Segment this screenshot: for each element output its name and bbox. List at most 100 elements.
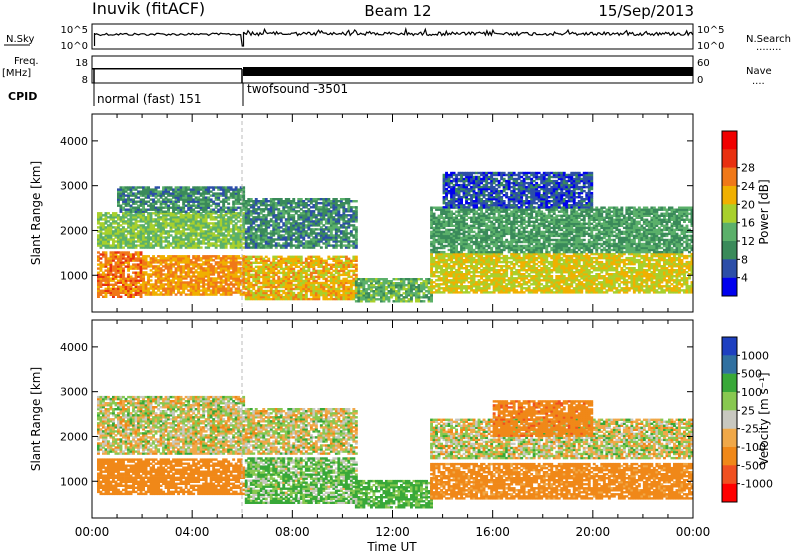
- heatmap-cell: [169, 265, 173, 268]
- heatmap-cell: [452, 289, 456, 292]
- heatmap-cell: [114, 232, 118, 235]
- heatmap-cell: [562, 287, 566, 290]
- heatmap-cell: [487, 269, 491, 272]
- heatmap-cell: [592, 256, 596, 260]
- heatmap-cell: [287, 277, 291, 281]
- heatmap-cell: [339, 265, 343, 268]
- heatmap-cell: [229, 259, 233, 262]
- heatmap-cell: [162, 269, 165, 272]
- heatmap-cell: [97, 263, 100, 266]
- heatmap-cell: [480, 281, 483, 284]
- heatmap-cell: [144, 202, 148, 205]
- heatmap-cell: [147, 240, 150, 243]
- heatmap-cell: [152, 230, 155, 233]
- heatmap-cell: [460, 275, 463, 278]
- heatmap-cell: [357, 288, 361, 291]
- heatmap-cell: [372, 286, 376, 289]
- heatmap-cell: [505, 267, 509, 270]
- heatmap-cell: [264, 261, 268, 264]
- heatmap-cell: [637, 262, 641, 266]
- heatmap-cell: [650, 281, 654, 284]
- heatmap-cell: [159, 204, 163, 207]
- heatmap-cell: [104, 291, 108, 294]
- heatmap-cell: [112, 273, 115, 276]
- heatmap-cell: [277, 285, 281, 289]
- heatmap-cell: [112, 230, 115, 233]
- heatmap-cell: [557, 265, 561, 268]
- heatmap-cell: [134, 200, 138, 203]
- heatmap-cell: [234, 240, 238, 243]
- heatmap-cell: [640, 275, 644, 278]
- heatmap-cell: [462, 254, 466, 258]
- heatmap-cell: [162, 283, 165, 286]
- heatmap-cell: [159, 257, 163, 260]
- heatmap-cell: [249, 291, 253, 295]
- heatmap-cell: [447, 289, 451, 292]
- heatmap-cell: [668, 287, 671, 290]
- heatmap-cell: [349, 281, 353, 285]
- heatmap-cell: [179, 242, 183, 245]
- heatmap-cell: [560, 262, 564, 266]
- heatmap-cell: [647, 279, 651, 282]
- heatmap-cell: [417, 300, 421, 303]
- heatmap-cell: [259, 261, 263, 264]
- heatmap-cell: [655, 285, 659, 288]
- heatmap-cell: [197, 291, 201, 294]
- heatmap-cell: [269, 261, 273, 264]
- heatmap-cell: [425, 296, 428, 299]
- heatmap-cell: [580, 281, 584, 284]
- heatmap-cell: [334, 277, 338, 281]
- heatmap-cell: [294, 259, 298, 262]
- heatmap-cell: [232, 275, 236, 278]
- heatmap-cell: [147, 226, 150, 229]
- heatmap-cell: [455, 287, 458, 290]
- heatmap-cell: [327, 257, 331, 260]
- heatmap-cell: [159, 279, 163, 282]
- heatmap-cell: [152, 208, 155, 211]
- heatmap-cell: [189, 275, 193, 278]
- heatmap-cell: [362, 282, 366, 285]
- heatmap-cell: [652, 289, 656, 292]
- cpid-label: CPID: [8, 90, 37, 103]
- heatmap-cell: [249, 263, 253, 266]
- heatmap-cell: [174, 232, 178, 235]
- heatmap-cell: [327, 297, 331, 301]
- heatmap-cell: [287, 283, 291, 287]
- heatmap-cell: [309, 273, 313, 277]
- heatmap-cell: [159, 267, 163, 270]
- heatmap-cell: [675, 265, 679, 268]
- heatmap-cell: [580, 271, 584, 274]
- heatmap-cell: [112, 255, 115, 258]
- heatmap-cell: [352, 263, 356, 266]
- heatmap-cell: [690, 285, 694, 288]
- heatmap-cell: [487, 279, 491, 282]
- heatmap-cell: [462, 260, 466, 264]
- heatmap-cell: [162, 226, 165, 229]
- heatmap-cell: [337, 279, 341, 283]
- heatmap-cell: [149, 204, 153, 207]
- heatmap-cell: [99, 212, 103, 215]
- heatmap-cell: [222, 255, 226, 258]
- heatmap-cell: [229, 261, 233, 264]
- heatmap-cell: [365, 278, 368, 281]
- heatmap-cell: [127, 240, 130, 243]
- heatmap-cell: [460, 289, 463, 292]
- heatmap-cell: [187, 218, 191, 221]
- heatmap-cell: [545, 283, 549, 286]
- heatmap-cell: [500, 252, 504, 256]
- heatmap-cell: [332, 283, 336, 287]
- heatmap-cell: [274, 273, 278, 277]
- heatmap-cell: [177, 279, 180, 282]
- heatmap-cell: [592, 279, 596, 282]
- heatmap-cell: [625, 283, 629, 286]
- heatmap-cell: [129, 228, 133, 231]
- heatmap-cell: [397, 286, 401, 289]
- heatmap-cell: [422, 292, 426, 295]
- heatmap-cell: [312, 277, 316, 281]
- heatmap-cell: [678, 287, 681, 290]
- heatmap-cell: [675, 289, 679, 292]
- heatmap-cell: [272, 263, 276, 266]
- heatmap-cell: [317, 281, 321, 285]
- heatmap-cell: [227, 232, 231, 235]
- heatmap-cell: [162, 279, 165, 282]
